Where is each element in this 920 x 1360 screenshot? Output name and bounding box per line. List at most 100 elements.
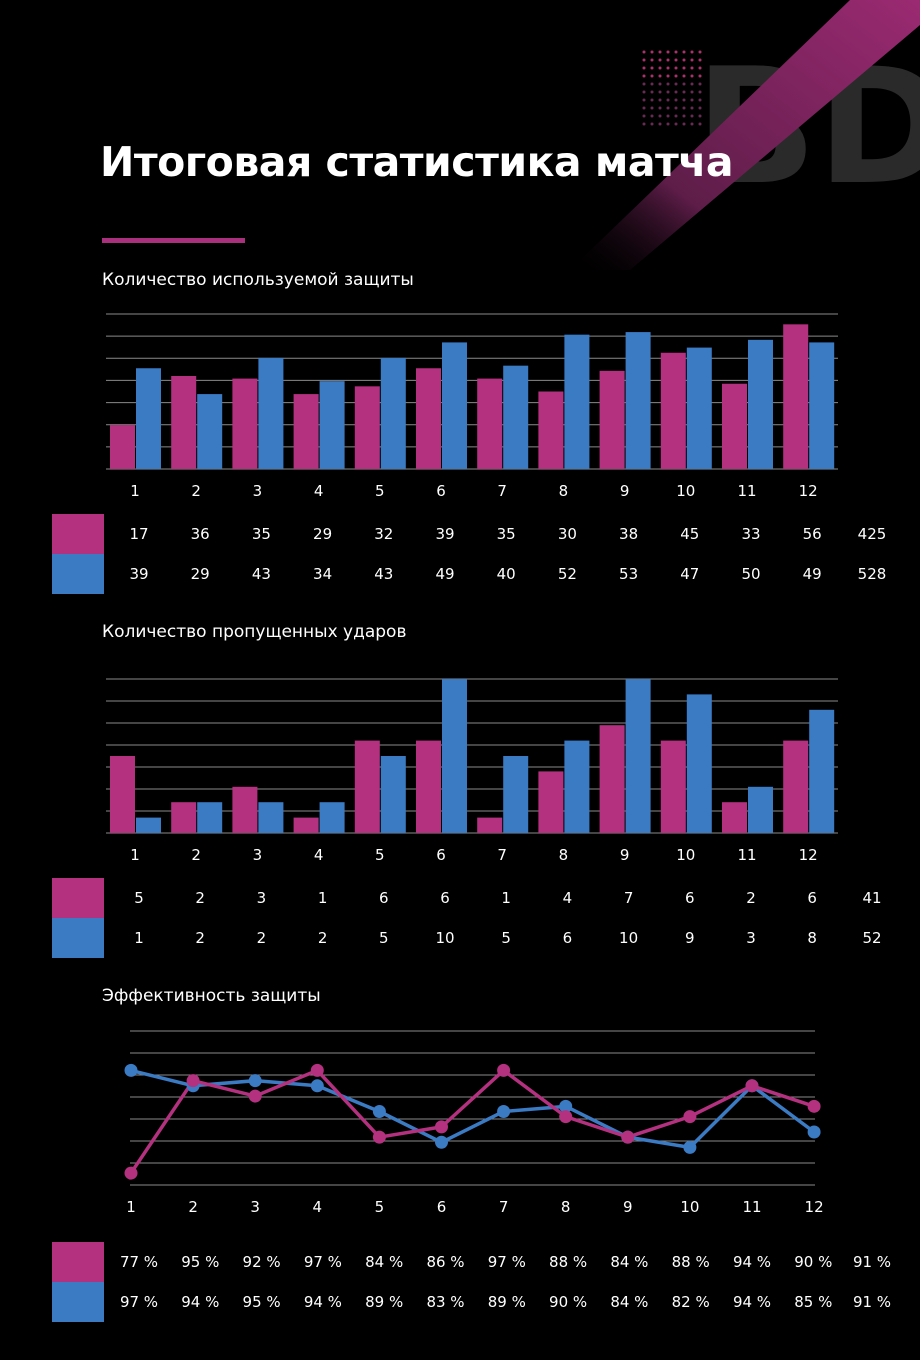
table-cell: 85 %: [794, 1293, 833, 1311]
logo-dot: [650, 122, 654, 126]
logo-dot: [698, 114, 702, 118]
table-cell: 84 %: [610, 1253, 649, 1271]
x-tick-label: 12: [799, 482, 818, 500]
x-tick-label: 5: [375, 482, 385, 500]
bar-pink-11: [722, 802, 747, 833]
bar-blue-12: [809, 342, 835, 469]
point-blue-8: [559, 1099, 573, 1113]
logo-dot: [690, 98, 694, 102]
x-tick-label: 9: [620, 846, 630, 864]
logo-dot: [698, 58, 702, 62]
point-pink-2: [186, 1074, 200, 1088]
logo: BD: [560, 0, 920, 270]
table-cell: 2: [317, 929, 328, 947]
x-tick-label: 1: [126, 1198, 136, 1216]
logo-dot: [650, 74, 654, 78]
table-cell: 3: [746, 929, 756, 947]
logo-dot: [666, 50, 670, 54]
table-cell: 90 %: [549, 1293, 588, 1311]
logo-dot: [690, 50, 694, 54]
logo-dot: [642, 90, 646, 94]
logo-dot: [650, 50, 654, 54]
line-pink: [129, 1068, 815, 1175]
point-blue-3: [248, 1074, 262, 1088]
legend-swatch-blue: [52, 554, 104, 594]
x-tick-label: 3: [250, 1198, 260, 1216]
table-cell: 35: [496, 525, 516, 543]
point-blue-12: [807, 1125, 821, 1139]
table-cell: 86 %: [426, 1253, 465, 1271]
table-cell: 43: [251, 565, 271, 583]
point-pink-7: [497, 1063, 511, 1077]
bar-blue-7: [503, 756, 529, 833]
x-tick-label: 5: [375, 1198, 385, 1216]
x-tick-label: 4: [313, 1198, 323, 1216]
table-cell: 36: [190, 525, 210, 543]
table-cell: 38: [619, 525, 639, 543]
table-cell: 4: [562, 889, 573, 907]
table-cell: 97 %: [119, 1293, 159, 1311]
logo-dot: [666, 114, 670, 118]
table-cell: 47: [680, 565, 700, 583]
table-cell: 8: [807, 929, 817, 947]
table-cell: 1: [317, 889, 328, 907]
point-pink-12: [807, 1099, 821, 1113]
logo-dot: [642, 58, 646, 62]
logo-dot: [658, 90, 662, 94]
logo-dot: [666, 58, 670, 62]
logo-dot: [642, 82, 646, 86]
bar-blue-10: [686, 347, 712, 469]
x-tick-label: 3: [253, 482, 263, 500]
table-cell: 90 %: [794, 1253, 833, 1271]
logo-dot: [674, 50, 678, 54]
bar-pink-10: [660, 352, 686, 469]
table-cell: 6: [685, 889, 695, 907]
bar-blue-8: [564, 740, 590, 833]
bar-blue-2: [197, 802, 223, 833]
table-row-pink: 5 2 3 1 6 6 1 4 7 6 2 6 41: [0, 878, 920, 918]
logo-dot: [690, 122, 694, 126]
table-cell: 97 %: [303, 1253, 342, 1271]
logo-dot: [650, 98, 654, 102]
point-blue-6: [435, 1135, 448, 1149]
legend-swatch-pink: [52, 878, 104, 918]
x-tick-label: 2: [188, 1198, 198, 1216]
table-cell: 7: [623, 889, 634, 907]
table-cell: 88 %: [671, 1253, 710, 1271]
table-cell: 6: [379, 889, 389, 907]
point-blue-1: [124, 1063, 138, 1077]
table-total-cell: 425: [857, 525, 887, 543]
logo-dot: [674, 114, 678, 118]
logo-dot: [690, 114, 694, 118]
bar-pink-3: [232, 378, 258, 469]
bar-pink-12: [783, 740, 809, 833]
table-cell: 5: [379, 929, 389, 947]
logo-dot: [666, 98, 670, 102]
bar-pink-6: [416, 740, 441, 833]
point-pink-4: [310, 1063, 324, 1077]
table-cell: 32: [374, 525, 394, 543]
x-tick-label: 1: [130, 482, 140, 500]
bar-pink-2: [171, 802, 197, 833]
x-tick-label: 7: [497, 482, 507, 500]
logo-dot: [690, 74, 694, 78]
bar-blue-4: [319, 802, 345, 833]
table-cell: 6: [440, 889, 450, 907]
logo-dot: [658, 98, 662, 102]
x-tick-label: 7: [499, 1198, 509, 1216]
logo-dot: [682, 50, 686, 54]
x-tick-label: 10: [676, 846, 695, 864]
logo-dot: [682, 74, 686, 78]
bar-blue-4: [319, 381, 345, 469]
table-cell: 84 %: [365, 1253, 404, 1271]
logo-dot: [658, 106, 662, 110]
bar-pink-9: [599, 370, 625, 469]
bar-blue-3: [258, 357, 284, 469]
x-tick-label: 9: [620, 482, 630, 500]
bar-pink-3: [232, 786, 258, 833]
table-cell: 49: [802, 565, 822, 583]
table-cell: 43: [374, 565, 394, 583]
point-pink-8: [559, 1110, 573, 1124]
table-cell: 40: [496, 565, 516, 583]
table-cell: 33: [741, 525, 761, 543]
